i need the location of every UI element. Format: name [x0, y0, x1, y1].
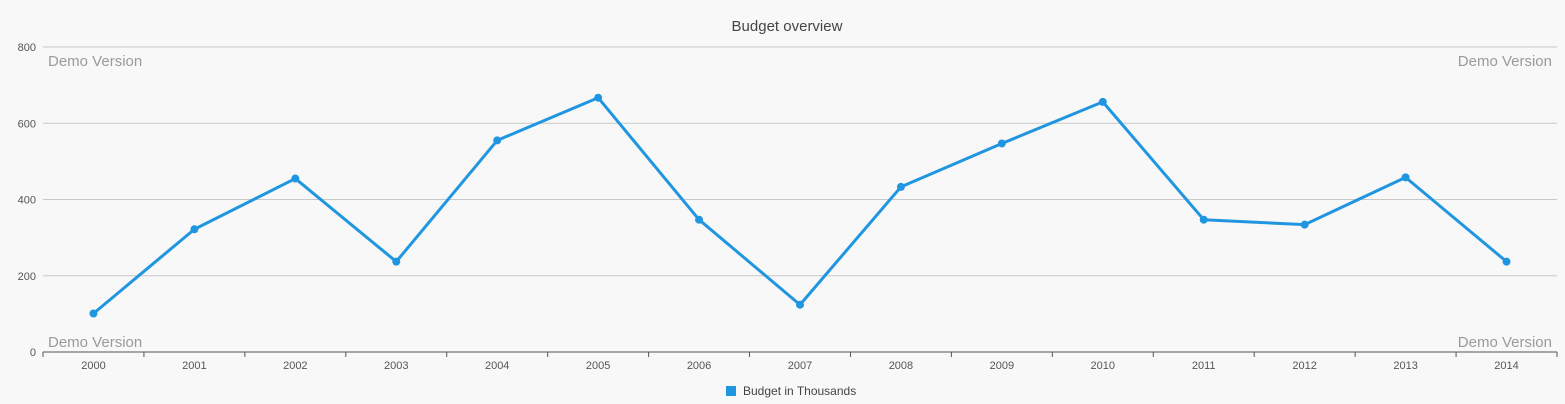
y-axis: 0 200 400 600 800	[18, 42, 36, 359]
data-point-2001[interactable]	[190, 225, 199, 234]
y-tick-label: 200	[18, 271, 36, 283]
series-line-budget	[91, 96, 1509, 315]
y-tick-label: 600	[18, 118, 36, 130]
x-tick-label: 2009	[990, 360, 1014, 372]
x-tick-label: 2001	[182, 360, 206, 372]
x-tick-label: 2007	[788, 360, 812, 372]
x-tick-label: 2013	[1393, 360, 1417, 372]
x-tick-label: 2011	[1192, 360, 1216, 372]
legend[interactable]: Budget in Thousands	[726, 384, 856, 398]
x-tick-label: 2003	[384, 360, 408, 372]
y-tick-label: 0	[30, 347, 36, 359]
x-tick-label: 2005	[586, 360, 610, 372]
data-point-2003[interactable]	[392, 257, 401, 266]
data-point-2014[interactable]	[1502, 257, 1511, 266]
data-point-2010[interactable]	[1098, 97, 1107, 106]
x-tick-label: 2004	[485, 360, 509, 372]
x-tick-label: 2010	[1091, 360, 1115, 372]
x-tick-label: 2006	[687, 360, 711, 372]
data-point-2000[interactable]	[89, 309, 98, 318]
data-point-2007[interactable]	[796, 300, 804, 309]
legend-label[interactable]: Budget in Thousands	[743, 384, 856, 398]
data-point-2005[interactable]	[594, 93, 603, 102]
series-layer	[89, 93, 1511, 318]
legend-swatch[interactable]	[726, 386, 736, 396]
gridlines	[43, 46, 1557, 277]
data-point-2002[interactable]	[291, 174, 300, 183]
x-tick-label: 2014	[1494, 360, 1518, 372]
y-tick-label: 400	[18, 195, 36, 207]
data-point-2012[interactable]	[1300, 220, 1309, 229]
watermark-bottom-right: Demo Version	[1458, 334, 1552, 351]
data-point-2006[interactable]	[695, 215, 704, 224]
watermark-top-right: Demo Version	[1458, 53, 1552, 70]
data-point-2013[interactable]	[1401, 173, 1410, 182]
data-point-2011[interactable]	[1199, 215, 1208, 224]
watermark-bottom-left: Demo Version	[48, 334, 142, 351]
data-point-2004[interactable]	[493, 136, 502, 145]
x-axis: 2000 2001 2002 2003 2004 2005 2006 2007 2008 2009…	[42, 351, 1558, 372]
x-tick-label: 2012	[1292, 360, 1316, 372]
x-tick-label: 2000	[81, 360, 105, 372]
data-point-2008[interactable]	[896, 182, 905, 191]
x-tick-label: 2008	[889, 360, 913, 372]
watermark-top-left: Demo Version	[48, 53, 142, 70]
x-tick-label: 2002	[283, 360, 307, 372]
data-point-2009[interactable]	[997, 139, 1006, 148]
chart-title: Budget overview	[732, 18, 843, 35]
y-tick-label: 800	[18, 42, 36, 54]
